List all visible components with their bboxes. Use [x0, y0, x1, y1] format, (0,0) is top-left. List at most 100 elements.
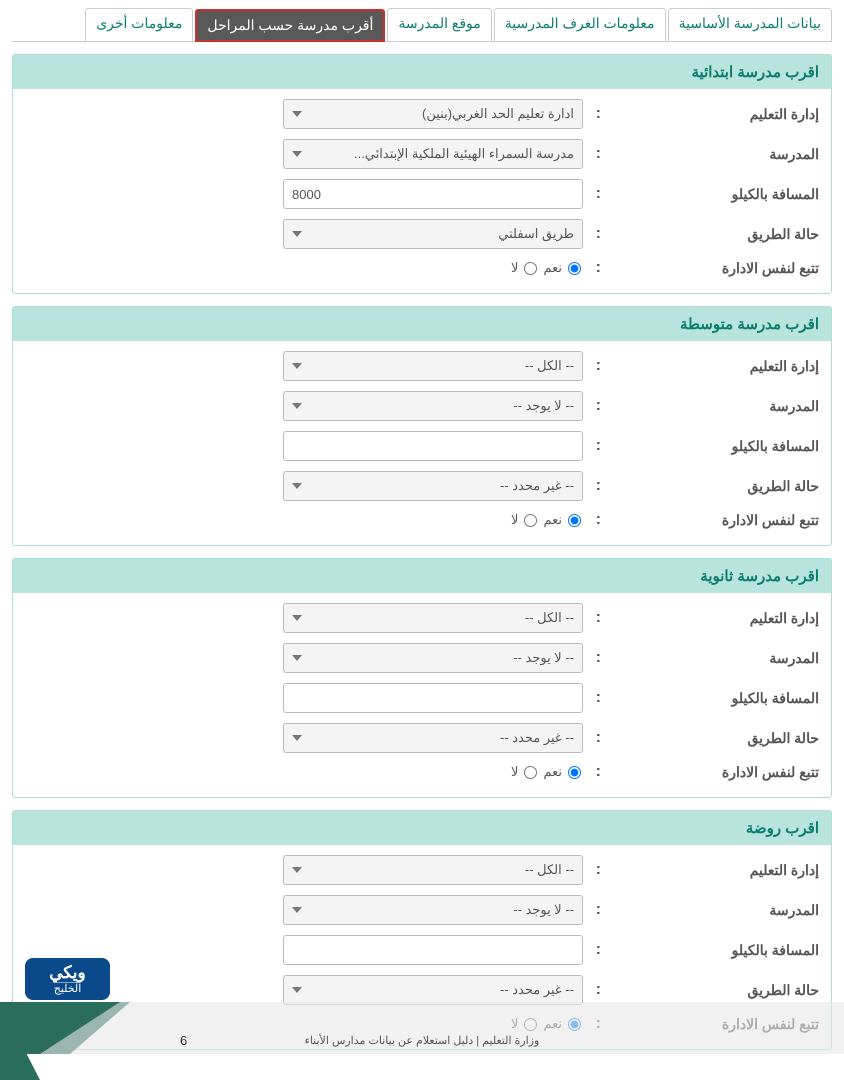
- colon: :: [591, 861, 601, 879]
- chevron-down-icon: [292, 363, 302, 369]
- field-row-same_admin: تتبع لنفس الادارة: نعملا: [25, 763, 819, 781]
- school-select[interactable]: -- لا يوجد --: [283, 643, 583, 673]
- section-header: اقرب مدرسة ابتدائية: [13, 55, 831, 89]
- field-control: -- لا يوجد --: [283, 643, 583, 673]
- education_admin-select[interactable]: -- الكل --: [283, 351, 583, 381]
- colon: :: [591, 437, 601, 455]
- field-label: تتبع لنفس الادارة: [609, 764, 819, 781]
- same-admin-radio-group: نعملا: [283, 260, 583, 276]
- tab-3[interactable]: أقرب مدرسة حسب المراحل: [195, 9, 385, 42]
- field-row-road_condition: حالة الطريق:طريق اسفلتي: [25, 219, 819, 249]
- select-value: -- غير محدد --: [500, 478, 574, 494]
- distance_km-input[interactable]: [283, 179, 583, 209]
- field-control: [283, 683, 583, 713]
- field-label: تتبع لنفس الادارة: [609, 260, 819, 277]
- select-value: -- الكل --: [525, 610, 574, 626]
- section-0: اقرب مدرسة ابتدائية إدارة التعليم:ادارة ت…: [12, 54, 832, 294]
- radio-no[interactable]: [524, 514, 537, 527]
- footer-title: وزارة التعليم | دليل استعلام عن بيانات م…: [305, 1034, 540, 1047]
- section-header: اقرب مدرسة متوسطة: [13, 307, 831, 341]
- colon: :: [591, 649, 601, 667]
- radio-yes-label: نعم: [543, 512, 562, 528]
- school-select[interactable]: مدرسة السمراء الهيئية الملكية الإبتدائي.…: [283, 139, 583, 169]
- chevron-down-icon: [292, 907, 302, 913]
- field-control: ادارة تعليم الحد الغربي(بنين): [283, 99, 583, 129]
- field-control: نعملا: [283, 764, 583, 780]
- road_condition-select[interactable]: -- غير محدد --: [283, 471, 583, 501]
- radio-yes[interactable]: [568, 514, 581, 527]
- site-logo-badge: ويكي الخليج: [25, 958, 110, 1000]
- field-control: نعملا: [283, 512, 583, 528]
- select-value: مدرسة السمراء الهيئية الملكية الإبتدائي.…: [354, 146, 574, 162]
- distance_km-input[interactable]: [283, 935, 583, 965]
- road_condition-select[interactable]: -- غير محدد --: [283, 975, 583, 1005]
- field-row-education_admin: إدارة التعليم: -- الكل --: [25, 351, 819, 381]
- select-value: -- لا يوجد --: [513, 650, 574, 666]
- select-value: -- غير محدد --: [500, 730, 574, 746]
- field-control: [283, 935, 583, 965]
- section-header: اقرب روضة: [13, 811, 831, 845]
- radio-yes-label: نعم: [543, 764, 562, 780]
- education_admin-select[interactable]: ادارة تعليم الحد الغربي(بنين): [283, 99, 583, 129]
- school-select[interactable]: -- لا يوجد --: [283, 391, 583, 421]
- section-body: إدارة التعليم:-- الكل --المدرسة:-- لا يو…: [13, 593, 831, 797]
- colon: :: [591, 689, 601, 707]
- colon: :: [591, 477, 601, 495]
- radio-yes[interactable]: [568, 766, 581, 779]
- colon: :: [591, 225, 601, 243]
- field-label: إدارة التعليم: [609, 358, 819, 375]
- tab-2[interactable]: موقع المدرسة: [387, 8, 491, 41]
- field-row-distance_km: المسافة بالكيلو:: [25, 179, 819, 209]
- field-label: المدرسة: [609, 146, 819, 163]
- colon: :: [591, 357, 601, 375]
- field-label: تتبع لنفس الادارة: [609, 512, 819, 529]
- select-value: -- لا يوجد --: [513, 902, 574, 918]
- road_condition-select[interactable]: طريق اسفلتي: [283, 219, 583, 249]
- distance_km-input[interactable]: [283, 683, 583, 713]
- same-admin-radio-group: نعملا: [283, 512, 583, 528]
- footer-page-number: 6: [180, 1033, 187, 1048]
- tab-0[interactable]: بيانات المدرسة الأساسية: [668, 8, 832, 41]
- colon: :: [591, 901, 601, 919]
- radio-no[interactable]: [524, 262, 537, 275]
- section-body: إدارة التعليم:ادارة تعليم الحد الغربي(بن…: [13, 89, 831, 293]
- field-label: المسافة بالكيلو: [609, 438, 819, 455]
- field-control: -- غير محدد --: [283, 471, 583, 501]
- field-row-school: المدرسة: -- لا يوجد --: [25, 643, 819, 673]
- section-1: اقرب مدرسة متوسطة إدارة التعليم: -- الكل -…: [12, 306, 832, 546]
- field-control: [283, 431, 583, 461]
- colon: :: [591, 941, 601, 959]
- colon: :: [591, 763, 601, 781]
- field-row-distance_km: المسافة بالكيلو:: [25, 935, 819, 965]
- field-row-education_admin: إدارة التعليم: -- الكل --: [25, 855, 819, 885]
- chevron-down-icon: [292, 111, 302, 117]
- road_condition-select[interactable]: -- غير محدد --: [283, 723, 583, 753]
- chevron-down-icon: [292, 867, 302, 873]
- field-label: إدارة التعليم: [609, 862, 819, 879]
- field-control: -- الكل --: [283, 351, 583, 381]
- education_admin-select[interactable]: -- الكل --: [283, 603, 583, 633]
- tab-4[interactable]: معلومات أخرى: [85, 8, 193, 41]
- tab-1[interactable]: معلومات الغرف المدرسية: [494, 8, 666, 41]
- chevron-down-icon: [292, 655, 302, 661]
- field-label: المسافة بالكيلو: [609, 186, 819, 203]
- field-label: المدرسة: [609, 650, 819, 667]
- footer: وزارة التعليم | دليل استعلام عن بيانات م…: [0, 1002, 844, 1080]
- select-value: -- الكل --: [525, 358, 574, 374]
- field-row-distance_km: المسافة بالكيلو:: [25, 683, 819, 713]
- field-control: [283, 179, 583, 209]
- field-row-education_admin: إدارة التعليم:ادارة تعليم الحد الغربي(بن…: [25, 99, 819, 129]
- school-select[interactable]: -- لا يوجد --: [283, 895, 583, 925]
- field-row-same_admin: تتبع لنفس الادارة:نعملا: [25, 259, 819, 277]
- field-row-road_condition: حالة الطريق:-- غير محدد --: [25, 471, 819, 501]
- section-2: اقرب مدرسة ثانويةإدارة التعليم:-- الكل -…: [12, 558, 832, 798]
- field-row-road_condition: حالة الطريق:-- غير محدد --: [25, 723, 819, 753]
- radio-yes[interactable]: [568, 262, 581, 275]
- chevron-down-icon: [292, 403, 302, 409]
- colon: :: [591, 729, 601, 747]
- education_admin-select[interactable]: -- الكل --: [283, 855, 583, 885]
- distance_km-input[interactable]: [283, 431, 583, 461]
- section-header: اقرب مدرسة ثانوية: [13, 559, 831, 593]
- chevron-down-icon: [292, 735, 302, 741]
- radio-no[interactable]: [524, 766, 537, 779]
